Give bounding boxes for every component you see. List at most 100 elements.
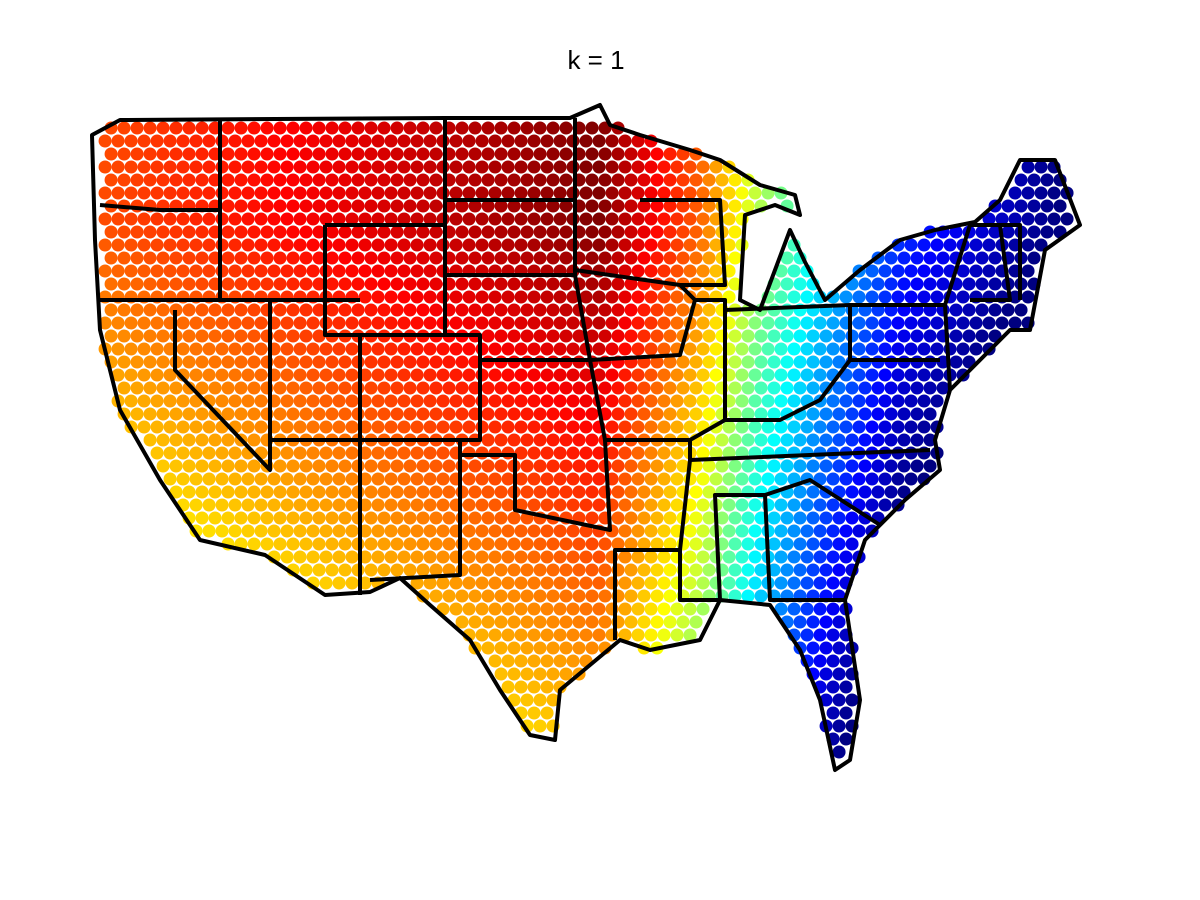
station-dot [124, 186, 138, 200]
station-dot [416, 537, 430, 551]
station-dot [650, 147, 664, 161]
station-dot [332, 134, 346, 148]
station-dot [852, 368, 866, 382]
station-dot [611, 329, 625, 343]
station-dot [442, 485, 456, 499]
station-dot [689, 407, 703, 421]
station-dot [150, 316, 164, 330]
station-dot [228, 498, 242, 512]
station-dot [657, 602, 671, 616]
station-dot [657, 212, 671, 226]
station-dot [98, 134, 112, 148]
station-dot [481, 615, 495, 629]
station-dot [273, 277, 287, 291]
station-dot [787, 394, 801, 408]
station-dot [351, 147, 365, 161]
station-dot [566, 446, 580, 460]
station-dot [793, 615, 807, 629]
station-dot [111, 264, 125, 278]
station-dot [332, 472, 346, 486]
station-dot [182, 485, 196, 499]
station-dot [449, 342, 463, 356]
station-dot [150, 238, 164, 252]
station-dot [143, 277, 157, 291]
station-dot [819, 563, 833, 577]
station-dot [891, 472, 905, 486]
station-dot [468, 563, 482, 577]
station-dot [182, 433, 196, 447]
station-dot [429, 303, 443, 317]
station-dot [494, 225, 508, 239]
station-dot [741, 537, 755, 551]
station-dot [767, 433, 781, 447]
station-dot [494, 641, 508, 655]
station-dot [546, 303, 560, 317]
station-dot [117, 329, 131, 343]
station-dot [507, 381, 521, 395]
station-dot [527, 290, 541, 304]
station-dot [520, 251, 534, 265]
station-dot [254, 238, 268, 252]
station-dot [436, 368, 450, 382]
station-dot [735, 368, 749, 382]
station-dot [403, 537, 417, 551]
station-dot [540, 238, 554, 252]
station-dot [234, 459, 248, 473]
station-dot [234, 251, 248, 265]
station-dot [234, 121, 248, 135]
station-dot [663, 199, 677, 213]
station-dot [800, 368, 814, 382]
station-dot [514, 342, 528, 356]
station-dot [520, 199, 534, 213]
station-dot [559, 277, 573, 291]
station-dot [423, 550, 437, 564]
station-dot [130, 407, 144, 421]
station-dot [306, 368, 320, 382]
station-dot [215, 186, 229, 200]
station-dot [423, 420, 437, 434]
station-dot [527, 394, 541, 408]
station-dot [280, 550, 294, 564]
station-dot [507, 667, 521, 681]
station-dot [826, 342, 840, 356]
state-border [573, 268, 697, 362]
station-dot [260, 121, 274, 135]
station-dot [897, 277, 911, 291]
station-dot [819, 355, 833, 369]
station-dot [683, 186, 697, 200]
station-dot [364, 563, 378, 577]
station-dot [494, 121, 508, 135]
state-border [764, 478, 882, 527]
station-dot [910, 433, 924, 447]
station-dot [260, 225, 274, 239]
station-dot [169, 251, 183, 265]
station-dot [436, 342, 450, 356]
station-dot [280, 446, 294, 460]
station-dot [403, 303, 417, 317]
station-dot [845, 485, 859, 499]
station-dot [728, 277, 742, 291]
station-dot [163, 238, 177, 252]
station-dot [351, 251, 365, 265]
station-dot [182, 355, 196, 369]
station-dot [546, 251, 560, 265]
station-dot [488, 160, 502, 174]
station-dot [728, 433, 742, 447]
station-dot [293, 394, 307, 408]
station-dot [462, 342, 476, 356]
station-dot [826, 316, 840, 330]
station-dot [241, 160, 255, 174]
station-dot [364, 251, 378, 265]
station-dot [397, 264, 411, 278]
station-dot [124, 342, 138, 356]
station-dot [182, 277, 196, 291]
station-dot [124, 212, 138, 226]
station-dot [208, 459, 222, 473]
station-dot [247, 537, 261, 551]
station-dot [254, 160, 268, 174]
station-dot [826, 498, 840, 512]
station-dot [514, 134, 528, 148]
station-dot [910, 381, 924, 395]
station-dot [845, 537, 859, 551]
station-dot [520, 277, 534, 291]
